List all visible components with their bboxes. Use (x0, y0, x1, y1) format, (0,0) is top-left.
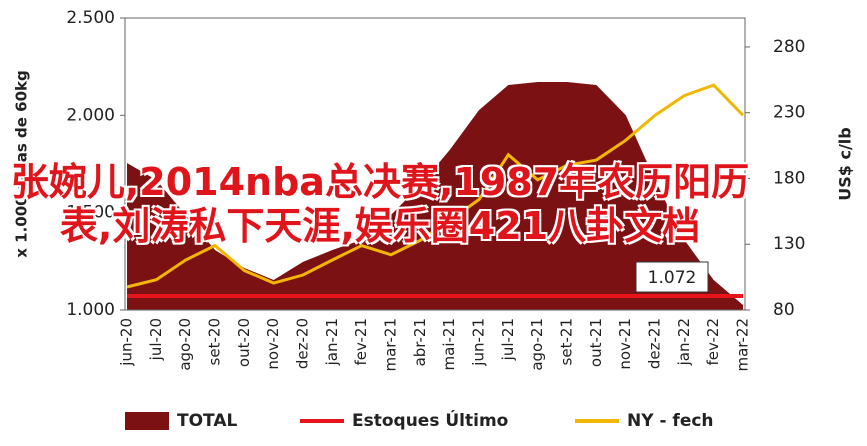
x-tick-label: jul-21 (499, 318, 517, 361)
x-tick-label: dez-20 (294, 318, 312, 369)
y2-tick-label: 80 (773, 300, 795, 320)
x-tick-label: ago-21 (528, 318, 546, 371)
y2-tick-label: 280 (773, 37, 805, 57)
y2-tick-label: 180 (773, 168, 805, 188)
x-tick-label: ago-20 (176, 318, 194, 371)
x-tick-label: fev-21 (352, 318, 370, 365)
x-tick-label: mar-22 (734, 318, 752, 372)
plot-border (124, 17, 746, 311)
legend-swatch (125, 412, 169, 430)
y-tick-label: 2.500 (66, 8, 115, 28)
x-tick-label: jan-21 (323, 318, 341, 366)
x-tick-label: jun-20 (118, 318, 136, 367)
x-tick-label: nov-20 (264, 318, 282, 370)
x-tick-label: dez-21 (646, 318, 664, 369)
overlay-text: 张婉儿,2014nba总决赛,1987年农历阳历表,刘涛私下天涯,娱乐圈421八… (10, 160, 750, 248)
line (126, 83, 745, 289)
legend-label: Estoques Último (352, 409, 508, 431)
x-tick-label: mai-21 (440, 318, 458, 370)
x-tick-label: out-21 (587, 318, 605, 367)
legend-label: NY - fech (627, 411, 714, 431)
y-tick-label: 1.000 (66, 300, 115, 320)
x-tick-label: set-20 (206, 318, 224, 365)
y2-axis-label: US$ c/lb (836, 127, 855, 200)
annotation: 1.072 (648, 268, 697, 288)
y-tick-label: 1.500 (66, 203, 115, 223)
y-axis-label: x 1.000 sacas de 60kg (13, 70, 31, 258)
x-tick-label: jun-21 (470, 318, 488, 367)
x-tick-label: abr-21 (411, 318, 429, 366)
x-tick-label: out-20 (235, 318, 253, 367)
x-tick-label: jan-22 (675, 318, 693, 366)
y-tick-label: 2.000 (66, 105, 115, 125)
y2-tick-label: 230 (773, 103, 805, 123)
y2-tick-label: 130 (773, 234, 805, 254)
x-tick-label: mar-21 (382, 318, 400, 372)
x-tick-label: jul-20 (147, 318, 165, 361)
legend-label: TOTAL (177, 411, 237, 431)
x-tick-label: set-21 (558, 318, 576, 365)
x-tick-label: nov-21 (616, 318, 634, 370)
x-tick-label: fev-22 (704, 318, 722, 365)
annotation-box (635, 261, 709, 293)
area (127, 82, 743, 310)
